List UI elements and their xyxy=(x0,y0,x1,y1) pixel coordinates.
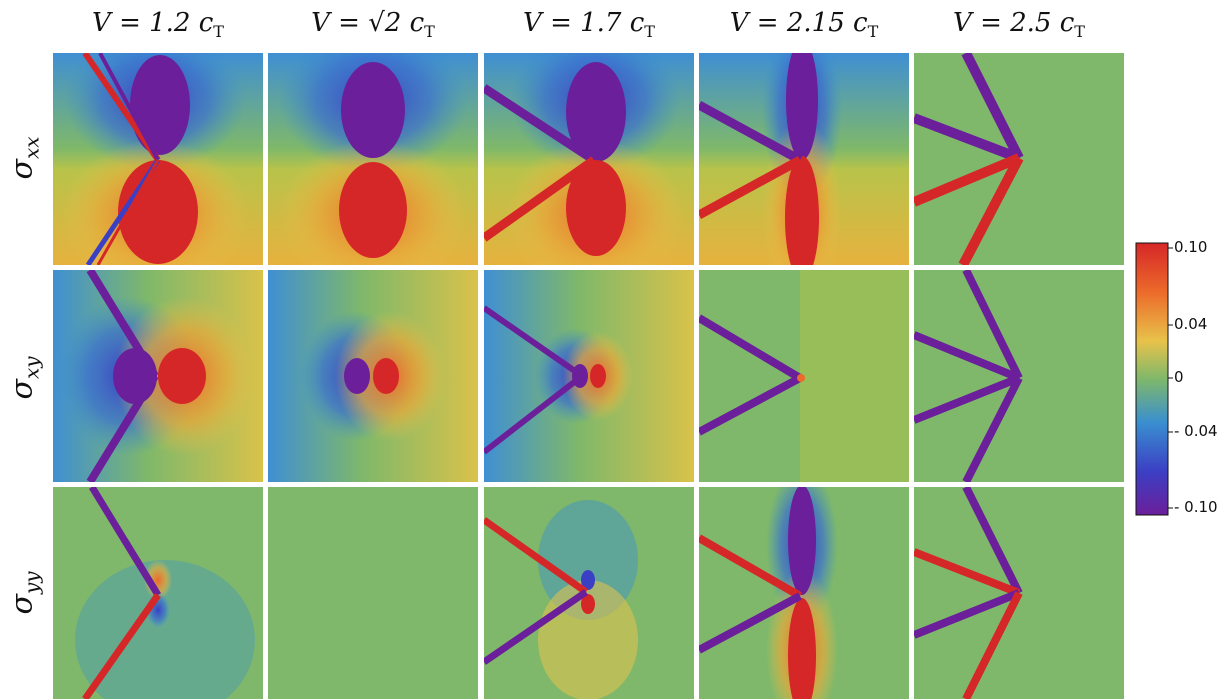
panel-yy-2 xyxy=(268,487,478,699)
panel-xx-1 xyxy=(53,53,263,265)
panel-xy-2 xyxy=(268,270,478,482)
colorbar-tick-max: 0.10 xyxy=(1174,238,1208,256)
panel-xy-4 xyxy=(699,270,909,482)
panel-yy-4 xyxy=(699,487,909,699)
panel-yy-3 xyxy=(484,487,694,699)
panel-xx-4 xyxy=(699,53,909,265)
colorbar-tick-min: - 0.10 xyxy=(1174,498,1218,516)
panel-yy-5 xyxy=(914,487,1124,699)
panel-xy-1 xyxy=(53,270,263,482)
panel-xy-5 xyxy=(914,270,1124,482)
colorbar-tick-zero: 0 xyxy=(1174,368,1184,386)
colorbar-tick-high: 0.04 xyxy=(1174,315,1208,333)
panel-xx-2 xyxy=(268,53,478,265)
column-label-3: V = 1.7 cT xyxy=(523,8,655,42)
colorbar xyxy=(1135,242,1173,516)
colorbar-tick-low: - 0.04 xyxy=(1174,422,1218,440)
column-label-2: V = √2 cT xyxy=(311,8,435,42)
column-label-4: V = 2.15 cT xyxy=(729,8,879,42)
column-label-1: V = 1.2 cT xyxy=(92,8,224,42)
panel-xx-3 xyxy=(484,53,694,265)
panel-xy-3 xyxy=(484,270,694,482)
column-label-5: V = 2.5 cT xyxy=(953,8,1085,42)
panel-yy-1 xyxy=(53,487,263,699)
panel-xx-5 xyxy=(914,53,1124,265)
